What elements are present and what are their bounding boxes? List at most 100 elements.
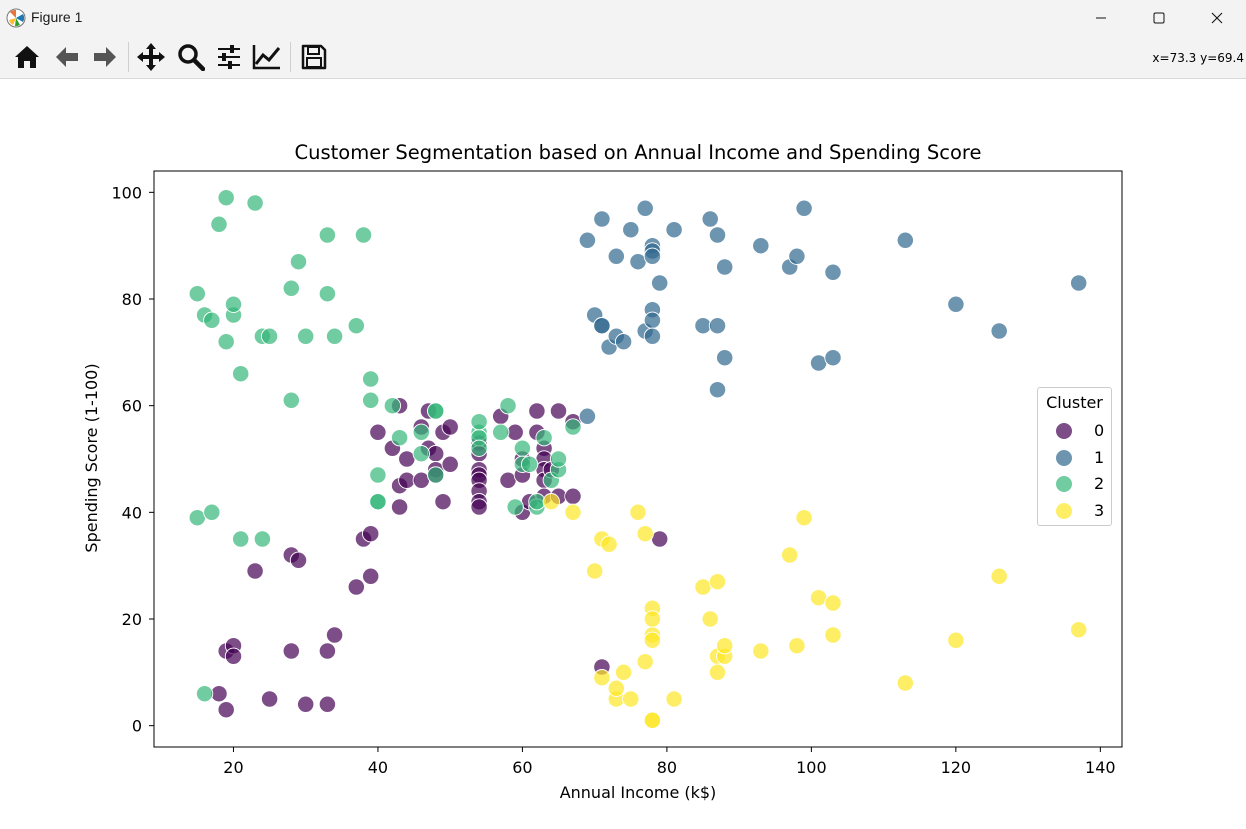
scatter-point-cluster-2 (253, 530, 272, 548)
scatter-point-cluster-2 (289, 253, 308, 271)
scatter-point-cluster-2 (535, 429, 553, 447)
scatter-point-cluster-2 (412, 423, 430, 441)
maximize-icon (1153, 12, 1165, 24)
scatter-point-cluster-3 (636, 653, 654, 671)
scatter-point-cluster-0 (470, 498, 488, 516)
forward-icon (94, 47, 116, 67)
scatter-point-cluster-2 (362, 391, 380, 409)
toolbar-separator (290, 42, 291, 72)
scatter-point-cluster-2 (470, 413, 488, 431)
scatter-point-cluster-2 (499, 397, 517, 415)
scatter-point-cluster-2 (549, 450, 568, 468)
legend-entry-1: 1 (1038, 446, 1111, 470)
close-icon (1211, 12, 1223, 24)
save-button[interactable] (297, 40, 331, 74)
edit-axes-icon (252, 45, 281, 70)
legend-marker-3 (1056, 503, 1072, 519)
scatter-point-cluster-2 (282, 391, 300, 409)
legend-entry-0: 0 (1038, 419, 1111, 443)
scatter-point-cluster-1 (578, 231, 597, 249)
toolbar-separator (128, 42, 129, 72)
home-icon (15, 46, 39, 68)
forward-button[interactable] (88, 40, 122, 74)
scatter-point-cluster-2 (513, 439, 532, 457)
scatter-point-cluster-3 (542, 493, 560, 511)
scatter-point-cluster-3 (716, 637, 734, 655)
scatter-point-cluster-0 (434, 493, 452, 511)
scatter-point-cluster-1 (614, 333, 633, 351)
legend-marker-0 (1056, 423, 1072, 439)
pan-button[interactable] (134, 40, 168, 74)
scatter-point-cluster-3 (752, 642, 770, 660)
scatter-point-cluster-2 (528, 493, 546, 511)
scatter-point-cluster-2 (282, 279, 300, 297)
scatter-point-cluster-1 (990, 322, 1008, 340)
window-title: Figure 1 (31, 9, 83, 25)
scatter-point-cluster-1 (643, 327, 662, 345)
legend-marker-2 (1056, 476, 1072, 492)
x-tick-label: 80 (657, 758, 677, 777)
scatter-point-cluster-0 (297, 695, 315, 713)
scatter-point-cluster-3 (564, 503, 582, 521)
zoom-button[interactable] (174, 40, 208, 74)
scatter-point-cluster-0 (217, 701, 235, 719)
scatter-point-cluster-0 (564, 487, 582, 505)
scatter-point-cluster-1 (694, 317, 712, 335)
minimize-icon (1096, 17, 1106, 19)
scatter-point-cluster-1 (1070, 274, 1088, 292)
x-tick-label: 140 (1085, 758, 1116, 777)
scatter-point-cluster-2 (246, 194, 264, 212)
scatter-point-cluster-0 (210, 685, 228, 703)
scatter-point-cluster-2 (369, 466, 387, 484)
scatter-point-cluster-3 (809, 589, 828, 607)
scatter-point-cluster-3 (600, 535, 618, 553)
scatter-point-cluster-1 (643, 311, 662, 329)
scatter-point-cluster-3 (643, 631, 662, 649)
scatter-point-cluster-3 (614, 663, 633, 681)
navigation-toolbar: x=73.3 y=69.4 (0, 36, 1246, 79)
scatter-point-cluster-2 (390, 429, 409, 447)
scatter-point-cluster-3 (593, 669, 611, 687)
y-tick-label: 100 (111, 183, 142, 202)
scatter-point-cluster-2 (412, 445, 430, 463)
scatter-point-cluster-2 (217, 189, 235, 207)
scatter-point-cluster-1 (809, 354, 828, 372)
scatter-point-cluster-3 (694, 578, 712, 596)
home-button[interactable] (10, 40, 44, 74)
scatter-point-cluster-2 (354, 226, 373, 244)
scatter-point-cluster-3 (708, 573, 727, 591)
scatter-point-cluster-3 (586, 562, 604, 580)
scatter-point-cluster-3 (636, 525, 654, 543)
title-bar: Figure 1 (0, 0, 1246, 36)
close-button[interactable] (1188, 0, 1246, 36)
scatter-point-cluster-2 (427, 466, 445, 484)
scatter-point-cluster-1 (593, 210, 611, 228)
scatter-point-cluster-3 (990, 567, 1008, 585)
legend-title: Cluster (1046, 393, 1103, 412)
y-tick-label: 20 (122, 610, 142, 629)
scatter-point-cluster-2 (506, 498, 524, 516)
scatter-point-cluster-1 (622, 221, 640, 239)
scatter-point-cluster-3 (896, 674, 914, 692)
scatter-point-cluster-2 (188, 509, 206, 527)
scatter-point-cluster-2 (470, 439, 488, 457)
scatter-point-cluster-1 (716, 258, 734, 276)
minimize-button[interactable] (1072, 0, 1130, 36)
configure-subplots-button[interactable] (212, 40, 246, 74)
scatter-point-cluster-1 (716, 349, 734, 367)
scatter-point-cluster-1 (593, 317, 611, 335)
scatter-point-cluster-2 (383, 397, 402, 415)
x-tick-label: 20 (223, 758, 243, 777)
edit-axes-button[interactable] (250, 40, 284, 74)
x-tick-label: 60 (512, 758, 532, 777)
maximize-button[interactable] (1130, 0, 1188, 36)
scatter-point-cluster-0 (362, 525, 380, 543)
legend-label-1: 1 (1094, 448, 1105, 467)
save-icon (301, 44, 327, 70)
scatter-point-cluster-2 (260, 327, 279, 345)
y-tick-label: 40 (122, 503, 142, 522)
back-button[interactable] (50, 40, 84, 74)
x-tick-label: 100 (796, 758, 827, 777)
scatter-point-cluster-0 (362, 567, 380, 585)
